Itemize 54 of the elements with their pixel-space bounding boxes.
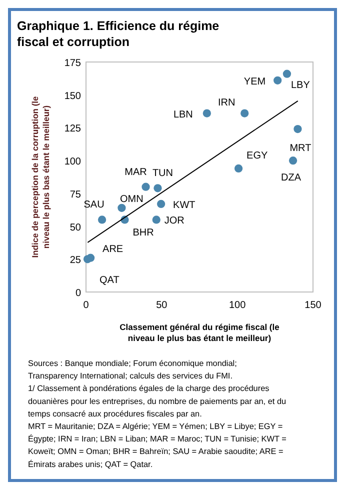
text: 1/ Classement à pondérations égales de la charge des procédures [28,384,270,394]
point [274,76,282,84]
annotation: YEM [244,76,266,88]
source-note: Sources : Banque mondiale; Forum économique mondial; [28,359,237,368]
y-tick-label: 50 [70,222,82,234]
text: MRT = Mauritanie; DZA = Algérie; YEM = Yémen; LBY = Libye; EGY = [28,422,283,431]
y-tick-label: 150 [64,90,82,102]
annotation: OMN [120,194,144,205]
annotation: IRN [218,97,236,108]
x-axis-title: Classement général du régime fiscal (le niveau le plus bas étant le meilleur) [120,322,280,343]
point [142,182,150,191]
annotation: JOR [164,216,184,227]
annotation: LBN [173,109,193,120]
text: douanières pour les entreprises, du nombre de paiements par an, et du [28,396,287,406]
text: temps consacré aux procédures fiscales par an. [28,409,202,418]
text: Émirats arabes unis; QAT = Qatar. [28,458,153,469]
text: Transparency International; calculs des services du FMI. [28,372,232,381]
y-tick-label: 75 [70,189,82,200]
point [240,109,249,118]
y-axis-title: Indice de perception de la corruption (le niveau le plus bas étant le meilleur) [30,96,51,258]
point [118,204,126,212]
text: Koweït; OMN = Oman; BHR = Bahreïn; SAU = Arabie saoudite; ARE = [28,447,284,456]
annotation: ARE [102,244,124,255]
annotation: EGY [246,150,268,162]
annotation: BHR [132,228,154,239]
annotation: TUN [152,168,174,180]
point [98,216,106,224]
y-tick-label: 0 [75,288,82,299]
point [234,164,243,173]
annotation: LBY [290,80,310,91]
y-tick-label: 100 [64,156,82,168]
annotation: SAU [84,200,104,211]
point [154,184,162,192]
x-tick-label: 100 [228,300,246,311]
annotation: MAR [124,166,147,178]
point [86,254,95,262]
text: Égypte; IRN = Iran; LBN = Liban; MAR = Maroc; TUN = Tunisie; KWT = [28,434,287,444]
point [202,109,211,118]
y-tick-label: 175 [64,58,82,69]
annotation: DZA [281,172,302,184]
point [156,200,166,208]
point [294,124,302,134]
point [282,70,292,78]
x-tick-label: 0 [83,300,90,311]
chart-title: Graphique 1. Efficience du régime fiscal et corruption [17,19,220,49]
x-tick-label: 150 [304,300,322,311]
annotation: MRT [290,143,312,154]
x-tick-label: 50 [156,300,168,311]
point [288,156,298,165]
y-tick-label: 125 [64,124,82,135]
point [152,216,160,224]
annotation: KWT [173,200,196,211]
annotation: QAT [100,275,120,286]
y-tick-label: 25 [70,255,82,266]
